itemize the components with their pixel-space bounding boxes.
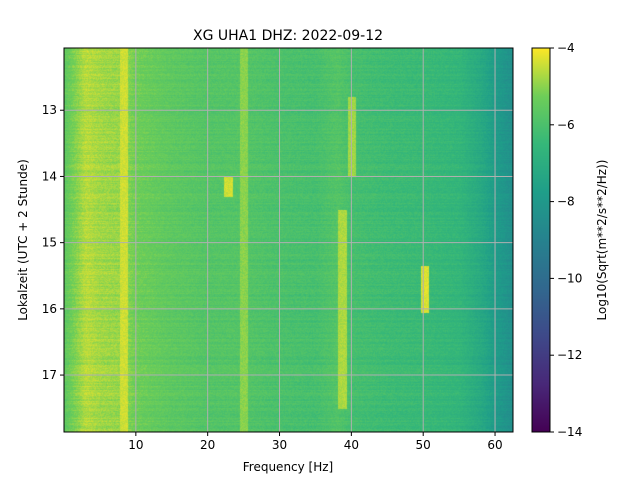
y-tick-label: 15	[42, 236, 57, 250]
colorbar-label: Log10(Sqrt(m**2/s**2/Hz))	[595, 160, 609, 321]
x-tick-label: 60	[487, 438, 502, 452]
colorbar-frame	[531, 47, 551, 433]
y-axis-ticks: 13 14 15 16 17	[42, 103, 64, 382]
x-tick-label: 20	[200, 438, 215, 452]
grid-lines	[64, 48, 513, 432]
chart-title: XG UHA1 DHZ: 2022-09-12	[193, 28, 383, 44]
colorbar-gradient	[532, 48, 550, 432]
colorbar-ticks: −4 −6 −8 −10 −12 −14	[550, 41, 582, 439]
x-axis-label: Frequency [Hz]	[243, 460, 334, 474]
colorbar-tick-label: −10	[557, 271, 582, 285]
x-tick-label: 30	[272, 438, 287, 452]
y-tick-label: 16	[42, 302, 57, 316]
y-tick-label: 13	[42, 103, 57, 117]
y-tick-label: 17	[42, 368, 57, 382]
x-axis-ticks: 10 20 30 40 50 60	[128, 432, 503, 452]
y-axis-label: Lokalzeit (UTC + 2 Stunde)	[16, 159, 30, 321]
colorbar: −4 −6 −8 −10 −12 −14 Log10(Sqrt(m**2/s**2/Hz)…	[531, 41, 609, 439]
x-tick-label: 10	[128, 438, 143, 452]
colorbar-tick-label: −4	[557, 41, 575, 55]
y-tick-label: 14	[42, 169, 57, 183]
x-tick-label: 40	[344, 438, 359, 452]
colorbar-tick-label: −12	[557, 348, 582, 362]
plot-frame	[63, 47, 514, 433]
x-tick-label: 50	[416, 438, 431, 452]
spectrogram-heatmap	[64, 48, 513, 432]
colorbar-tick-label: −6	[557, 118, 575, 132]
colorbar-tick-label: −14	[557, 425, 582, 439]
plot-area: 10 20 30 40 50 60 13 14 15 16 17	[42, 47, 514, 452]
colorbar-tick-label: −8	[557, 195, 575, 209]
